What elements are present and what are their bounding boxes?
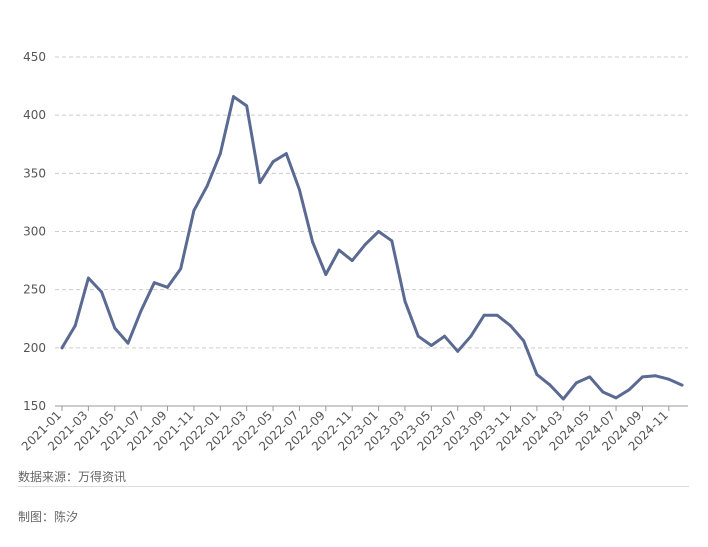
data-point [469,334,473,338]
data-point [390,239,394,243]
y-tick-label: 400 [23,108,46,122]
series-line [60,95,684,401]
data-point [139,309,143,313]
data-point [495,313,499,317]
data-point [416,334,420,338]
data-source-note: 数据来源：万得资讯 [18,470,127,484]
data-point [377,230,380,233]
y-tick-label: 450 [23,50,46,64]
data-point [126,341,130,345]
data-point [561,397,565,401]
chart-author-note: 制图：陈汐 [18,510,79,524]
y-tick-label: 200 [23,341,46,355]
data-point [232,95,235,98]
data-point [509,324,512,328]
data-point [166,285,169,289]
data-point [324,273,328,276]
data-point [364,242,367,246]
data-point [192,209,196,212]
line-chart: 1502002503003504004502021-012021-032021-… [19,50,688,454]
data-point [311,240,315,244]
data-point [284,152,288,155]
data-point [429,344,433,347]
footer-divider [18,486,689,487]
data-point [298,188,301,192]
chart-container: 150 200 250 300 350 400 450 2021-01 2021-03 2021-… [19,50,688,454]
data-point [258,181,262,185]
data-point [271,160,275,164]
data-point [456,349,460,353]
data-point [482,313,486,317]
data-point [179,267,183,271]
data-point [548,383,552,387]
y-tick-label: 250 [23,283,46,297]
data-point [100,290,103,294]
data-point [680,383,684,387]
data-point [73,324,77,328]
y-tick-label: 350 [23,166,46,180]
data-point [86,276,90,280]
data-point [152,281,156,285]
data-point [575,381,578,385]
data-point [60,346,64,350]
data-point [350,259,354,262]
y-tick-label: 150 [23,399,46,413]
data-point [601,390,605,394]
data-point [218,152,222,155]
data-point [654,374,658,378]
data-point [535,373,539,376]
data-point [627,388,631,392]
data-point [113,326,117,330]
data-point [337,248,341,252]
data-point [403,299,407,303]
data-point [245,104,249,108]
data-point [641,375,644,379]
data-point [205,184,209,188]
data-point [667,377,671,381]
data-point [522,339,526,343]
data-point [614,396,618,400]
data-point [588,375,592,379]
data-point [443,334,446,338]
y-tick-label: 300 [23,225,46,239]
